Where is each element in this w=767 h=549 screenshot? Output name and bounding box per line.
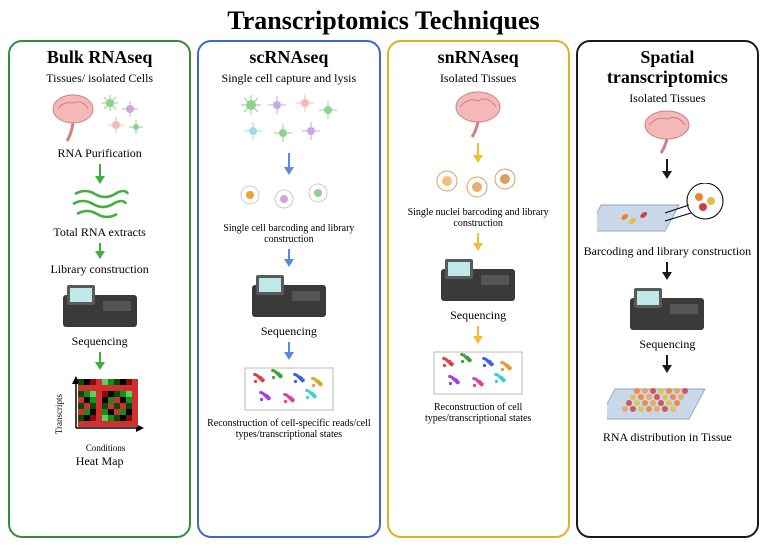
panels-row: Bulk RNAseq Tissues/ isolated Cells R bbox=[0, 40, 767, 538]
panel-sn: snRNAseq Isolated Tissues Single nuclei … bbox=[387, 40, 570, 538]
arrow-icon bbox=[471, 143, 485, 163]
bulk-step-4: Sequencing bbox=[72, 335, 128, 348]
panel-title-bulk: Bulk RNAseq bbox=[47, 48, 153, 68]
spatial-illus-slide bbox=[597, 183, 737, 241]
panel-title-sn: snRNAseq bbox=[438, 48, 519, 68]
heatmap-y-label: Transcripts bbox=[54, 394, 64, 434]
bulk-step-2: Total RNA extracts bbox=[53, 226, 145, 239]
sn-illus-clusters bbox=[428, 348, 528, 398]
sc-illus-clusters bbox=[239, 364, 339, 414]
spatial-step-3: RNA distribution in Tissue bbox=[603, 431, 732, 444]
sn-step-3: Reconstruction of cell types/transcripti… bbox=[393, 402, 564, 424]
main-title: Transcriptomics Techniques bbox=[0, 0, 767, 40]
arrow-icon bbox=[471, 233, 485, 251]
sc-step-1: Single cell barcoding and library constr… bbox=[203, 223, 374, 245]
arrow-icon bbox=[282, 249, 296, 267]
sn-illus-brain bbox=[448, 89, 508, 139]
arrow-icon bbox=[660, 262, 674, 280]
bulk-illus-rna bbox=[70, 188, 130, 222]
arrow-icon bbox=[93, 243, 107, 259]
arrow-icon bbox=[660, 355, 674, 373]
arrow-icon bbox=[282, 153, 296, 175]
sc-step-3: Reconstruction of cell-specific reads/ce… bbox=[203, 418, 374, 440]
bulk-output: Heat Map bbox=[76, 455, 124, 468]
sc-step-2: Sequencing bbox=[261, 325, 317, 338]
sc-illus-cells bbox=[229, 89, 349, 149]
bulk-step-3: Library construction bbox=[50, 263, 148, 276]
bulk-illus-tissue bbox=[45, 89, 155, 143]
bulk-illus-sequencer bbox=[55, 281, 145, 331]
heatmap-x-label: Conditions bbox=[66, 443, 146, 453]
spatial-step-1: Barcoding and library construction bbox=[584, 245, 752, 258]
arrow-icon bbox=[660, 159, 674, 179]
spatial-illus-brain bbox=[637, 109, 697, 155]
sn-illus-sequencer bbox=[433, 255, 523, 305]
panel-spatial: Spatial transcriptomics Isolated Tissues bbox=[576, 40, 759, 538]
sc-illus-sequencer bbox=[244, 271, 334, 321]
spatial-step-2: Sequencing bbox=[639, 338, 695, 351]
panel-title-sc: scRNAseq bbox=[249, 48, 328, 68]
bulk-step-0: Tissues/ isolated Cells bbox=[46, 72, 153, 85]
panel-sc: scRNAseq Single cell capture and lysis bbox=[197, 40, 380, 538]
panel-title-spatial: Spatial transcriptomics bbox=[582, 48, 753, 88]
bulk-heatmap: Transcripts Conditions bbox=[54, 376, 146, 453]
sn-step-0: Isolated Tissues bbox=[440, 72, 516, 85]
sn-step-2: Sequencing bbox=[450, 309, 506, 322]
arrow-icon bbox=[282, 342, 296, 360]
sn-illus-nuclei bbox=[433, 167, 523, 203]
sn-step-1: Single nuclei barcoding and library cons… bbox=[393, 207, 564, 229]
sc-step-0: Single cell capture and lysis bbox=[222, 72, 357, 85]
bulk-step-1: RNA Purification bbox=[57, 147, 141, 160]
arrow-icon bbox=[471, 326, 485, 344]
spatial-step-0: Isolated Tissues bbox=[629, 92, 705, 105]
sc-illus-barcode bbox=[234, 179, 344, 219]
spatial-illus-tissue bbox=[607, 377, 727, 427]
arrow-icon bbox=[93, 164, 107, 184]
arrow-icon bbox=[93, 352, 107, 370]
panel-bulk: Bulk RNAseq Tissues/ isolated Cells R bbox=[8, 40, 191, 538]
spatial-illus-sequencer bbox=[622, 284, 712, 334]
